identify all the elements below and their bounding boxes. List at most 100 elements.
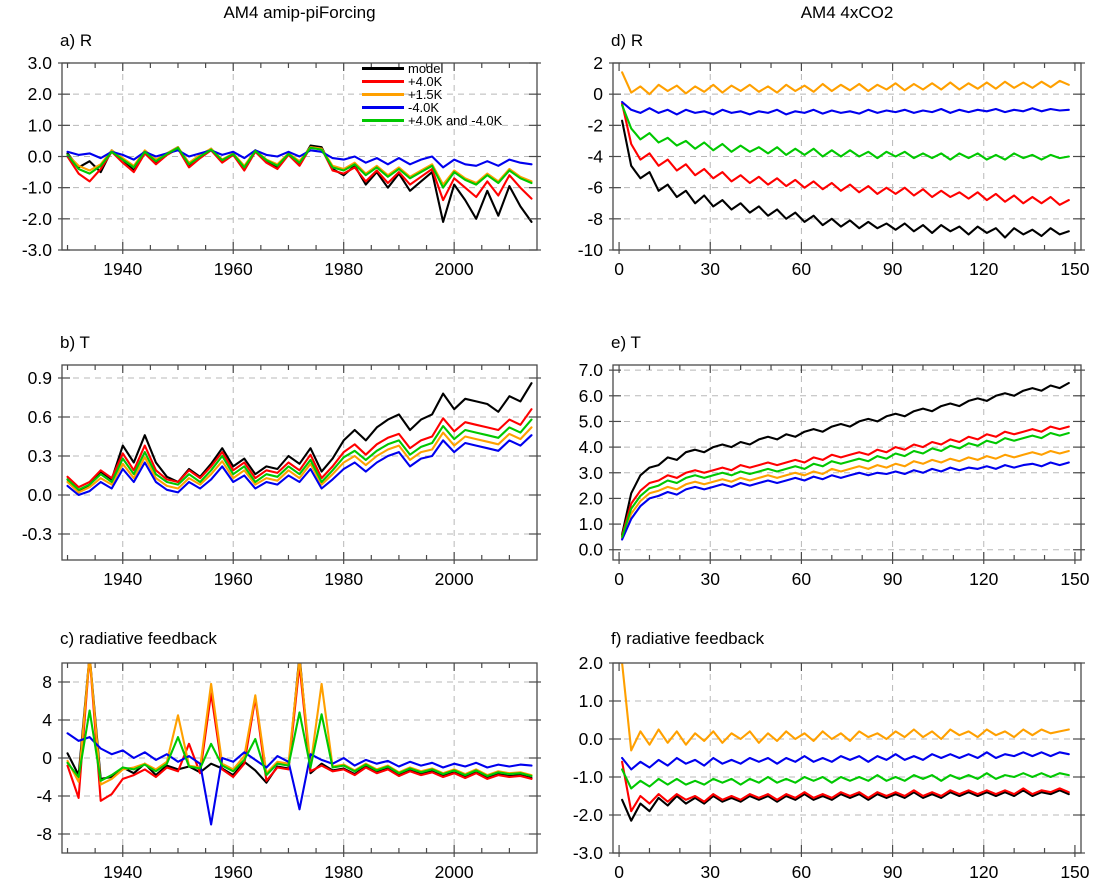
legend-item: +4.0K (362, 75, 502, 88)
y-tick-label: -1.0 (22, 178, 52, 198)
legend-line-swatch (362, 106, 404, 109)
x-tick-label: 1960 (214, 862, 253, 882)
x-tick-label: 90 (883, 569, 903, 589)
y-tick-label: 0.0 (28, 147, 53, 167)
y-tick-label: 0.6 (28, 407, 52, 427)
panel-e-series (621, 381, 1070, 541)
x-tick-label: 150 (1060, 569, 1089, 589)
legend-label: +4.0K and -4.0K (408, 113, 503, 128)
y-tick-label: -8 (36, 824, 52, 844)
x-tick-label: 120 (969, 862, 998, 882)
series-line-+4.0k-and--4.0k (66, 418, 533, 491)
panel-a-plot: 1940 1960 1980 2000 3.0 2.0 1.0 0.0 -1.0 -2.0 -3.0 (22, 53, 541, 279)
y-tick-label: 4.0 (579, 437, 604, 457)
y-tick-label: 0.0 (28, 485, 53, 505)
legend-item: +4.0K and -4.0K (362, 114, 502, 127)
x-tick-label: 0 (614, 259, 624, 279)
legend-item: -4.0K (362, 101, 502, 114)
series-line-+4.0k-and--4.0k (621, 104, 1070, 161)
legend-label: model (408, 61, 444, 76)
y-tick-label: 4 (42, 710, 52, 730)
x-tick-label: 150 (1060, 862, 1089, 882)
y-tick-label: 0 (593, 84, 603, 104)
y-tick-label: -0.3 (22, 524, 52, 544)
legend-line-swatch (362, 119, 404, 122)
y-tick-label: 0.3 (28, 446, 52, 466)
y-tick-label: 2.0 (579, 653, 604, 673)
y-tick-label: 1.0 (28, 115, 53, 135)
panel-label-d: d) R (611, 31, 644, 50)
y-tick-label: 5.0 (579, 411, 604, 431)
y-tick-label: 0.0 (579, 729, 604, 749)
y-tick-label: -2 (587, 115, 603, 135)
panel-d-plot: 0 30 60 90 120 150 2 0 -2 -4 -6 -8 -10 (578, 53, 1090, 279)
x-tick-label: 90 (883, 862, 903, 882)
series-line-+4.0k (66, 663, 533, 802)
series-line--4.0k (66, 434, 533, 497)
panel-label-f: f) radiative feedback (611, 629, 765, 648)
y-tick-label: 7.0 (579, 360, 604, 380)
x-tick-label: 120 (969, 259, 998, 279)
x-tick-label: 90 (883, 259, 903, 279)
panel-b-series (66, 382, 533, 497)
series-line-+1.5k (621, 71, 1070, 96)
panel-a-series (66, 144, 533, 223)
panel-b-plot: 1940 1960 1980 2000 0.9 0.6 0.3 0.0 -0.3 (22, 364, 541, 589)
series-line--4.0k (66, 732, 533, 826)
x-tick-label: 1980 (324, 862, 363, 882)
right-column-title: AM4 4xCO2 (800, 3, 894, 22)
x-tick-label: 1960 (214, 569, 253, 589)
y-tick-label: -2.0 (22, 209, 52, 229)
y-tick-label: 1.0 (579, 691, 604, 711)
y-tick-label: 0 (42, 748, 52, 768)
panel-label-e: e) T (611, 333, 641, 352)
series-line-+4.0k-and--4.0k (66, 146, 533, 189)
y-tick-label: -3.0 (573, 843, 603, 863)
x-tick-label: 1980 (324, 569, 363, 589)
x-tick-label: 1940 (103, 862, 142, 882)
y-tick-label: -8 (587, 209, 603, 229)
y-tick-label: 2 (593, 53, 603, 73)
legend-item: model (362, 62, 502, 75)
y-tick-label: -4 (36, 786, 52, 806)
series-line-+4.0k (66, 408, 533, 489)
panel-e-plot: 0 30 60 90 120 150 7.0 6.0 5.0 4.0 3.0 2.0 1.0 0.0 (579, 360, 1090, 589)
x-tick-label: 1980 (324, 259, 363, 279)
y-tick-label: -10 (578, 240, 604, 260)
panel-label-b: b) T (60, 333, 90, 352)
y-tick-label: 1.0 (579, 514, 604, 534)
legend-item: +1.5K (362, 88, 502, 101)
y-tick-label: -1.0 (573, 767, 603, 787)
series-line-+4.0k-and--4.0k (621, 768, 1070, 790)
y-tick-label: -4 (587, 147, 603, 167)
x-tick-label: 30 (701, 862, 721, 882)
y-tick-label: 3.0 (28, 53, 53, 73)
legend-line-swatch (362, 93, 404, 96)
y-tick-label: -2.0 (573, 805, 603, 825)
left-column-title: AM4 amip-piForcing (223, 3, 376, 22)
panel-d-series (621, 71, 1070, 239)
panel-c-series (66, 663, 533, 826)
legend-label: +1.5K (408, 87, 443, 102)
x-tick-label: 2000 (435, 862, 474, 882)
series-line-model (66, 382, 533, 494)
x-tick-label: 1960 (214, 259, 253, 279)
series-line-+4.0k-and--4.0k (66, 709, 533, 782)
series-line-+4.0k (621, 102, 1070, 206)
x-tick-label: 150 (1060, 259, 1089, 279)
series-line-model (621, 789, 1070, 822)
legend-line-swatch (362, 67, 404, 70)
panel-f-series (621, 663, 1070, 822)
y-tick-label: 2.0 (579, 488, 604, 508)
panel-f-plot: 0 30 60 90 120 150 2.0 1.0 0.0 -1.0 -2.0 -3.0 (573, 653, 1090, 882)
x-tick-label: 120 (969, 569, 998, 589)
x-tick-label: 0 (614, 569, 624, 589)
series-line-+1.5k (621, 663, 1070, 752)
x-tick-label: 2000 (435, 569, 474, 589)
legend-label: -4.0K (408, 100, 440, 115)
series-line--4.0k (621, 461, 1070, 541)
y-tick-label: -6 (587, 178, 603, 198)
series-line--4.0k (621, 100, 1070, 116)
